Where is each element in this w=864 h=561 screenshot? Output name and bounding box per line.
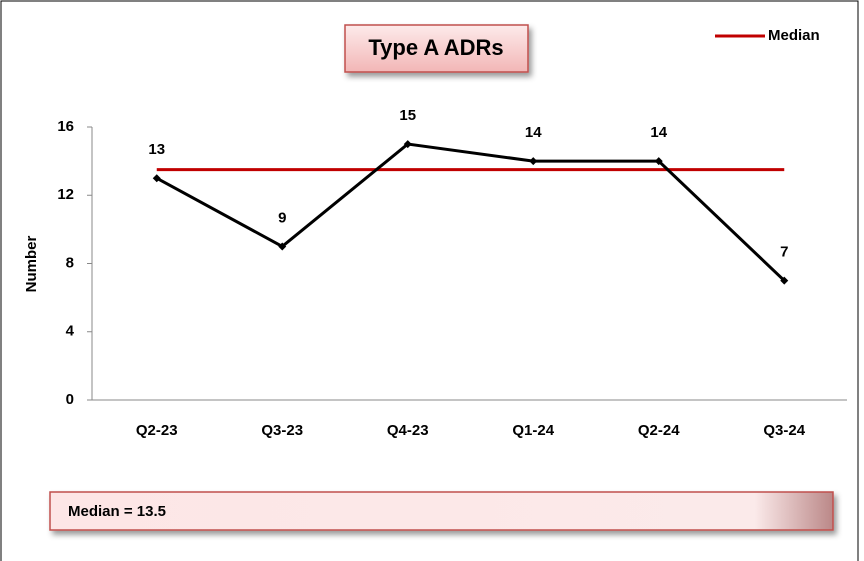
marker [654,157,663,166]
data-label: 14 [525,124,542,141]
x-tick-label: Q4-23 [387,422,429,439]
y-tick-label: 0 [66,391,74,408]
x-tick-label: Q1-24 [512,422,554,439]
y-axis-label: Number [23,236,40,293]
y-tick-label: 8 [66,254,74,271]
data-label: 13 [148,141,165,158]
data-label: 7 [780,244,788,261]
chart-title: Type A ADRs [368,35,503,60]
marker [780,276,789,285]
marker [403,140,412,149]
data-label: 9 [278,209,286,226]
marker [529,157,538,166]
x-tick-label: Q3-24 [763,422,805,439]
x-tick-label: Q2-23 [136,422,178,439]
y-tick-label: 4 [66,323,75,340]
data-label: 15 [399,107,416,124]
marker [278,242,287,251]
y-tick-label: 12 [57,186,74,203]
marker [152,174,161,183]
x-tick-label: Q3-23 [261,422,303,439]
annotation: Median = 13.5 [68,503,166,520]
title-box [344,24,529,73]
y-tick-label: 16 [57,118,74,135]
x-tick-label: Q2-24 [638,422,680,439]
annotation-box [49,491,834,531]
legend-label: Median [768,27,820,44]
data-line [156,142,786,282]
data-label: 14 [650,124,667,141]
